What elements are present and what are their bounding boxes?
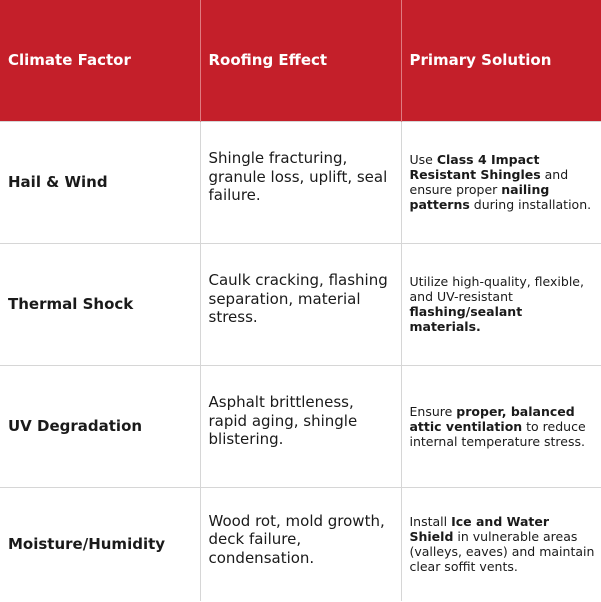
solution-text: Install (409, 514, 452, 530)
table-row: Hail & Wind Shingle fracturing, granule … (0, 120, 601, 244)
header-roofing-effect: Roofing Effect (200, 0, 402, 121)
solution-emphasis: proper, balanced attic ventilation (409, 403, 575, 434)
solution-text: and ensure proper (409, 167, 569, 197)
solution-text: in vulnerable areas (valleys, eaves) and… (409, 529, 595, 575)
primary-solution-cell: Use Class 4 Impact Resistant Shingles an… (400, 120, 601, 244)
table-row: UV Degradation Asphalt brittleness, rapi… (0, 364, 601, 488)
solution-text: to reduce internal temperature stress. (409, 418, 586, 449)
roofing-effect-cell: Wood rot, mold growth, deck failure, con… (199, 486, 402, 601)
table-body: Hail & Wind Shingle fracturing, granule … (0, 120, 601, 601)
solution-text: Ensure (409, 403, 457, 419)
solution-emphasis: Ice and Water Shield (409, 514, 550, 545)
climate-factor-cell: Moisture/Humidity (0, 486, 201, 601)
roofing-effect-cell: Asphalt brittleness, rapid aging, shingl… (199, 364, 402, 488)
table-row: Moisture/Humidity Wood rot, mold growth,… (0, 486, 601, 601)
climate-factor-cell: UV Degradation (0, 364, 201, 488)
primary-solution-cell: Ensure proper, balanced attic ventilatio… (400, 364, 601, 488)
table-row: Thermal Shock Caulk cracking, flashing s… (0, 242, 601, 366)
roofing-effect-cell: Shingle fracturing, granule loss, uplift… (199, 120, 402, 244)
climate-factor-cell: Hail & Wind (0, 120, 201, 244)
solution-emphasis: Class 4 Impact Resistant Shingles (409, 152, 541, 182)
climate-factor-cell: Thermal Shock (0, 242, 201, 366)
header-row: Climate Factor Roofing Effect Primary So… (0, 0, 601, 121)
solution-text: during installation. (469, 197, 592, 212)
table-header: Climate Factor Roofing Effect Primary So… (0, 0, 601, 121)
solution-emphasis: nailing patterns (409, 182, 550, 212)
header-climate-factor: Climate Factor (0, 0, 201, 121)
header-primary-solution: Primary Solution (401, 0, 601, 121)
solution-emphasis: flashing/sealant materials. (409, 304, 523, 334)
roofing-effect-cell: Caulk cracking, flashing separation, mat… (199, 242, 402, 366)
solution-text: Utilize high-quality, flexible, and UV-r… (409, 274, 584, 304)
primary-solution-cell: Install Ice and Water Shield in vulnerab… (400, 486, 601, 601)
primary-solution-cell: Utilize high-quality, flexible, and UV-r… (400, 242, 601, 366)
solution-text: Use (409, 152, 437, 167)
